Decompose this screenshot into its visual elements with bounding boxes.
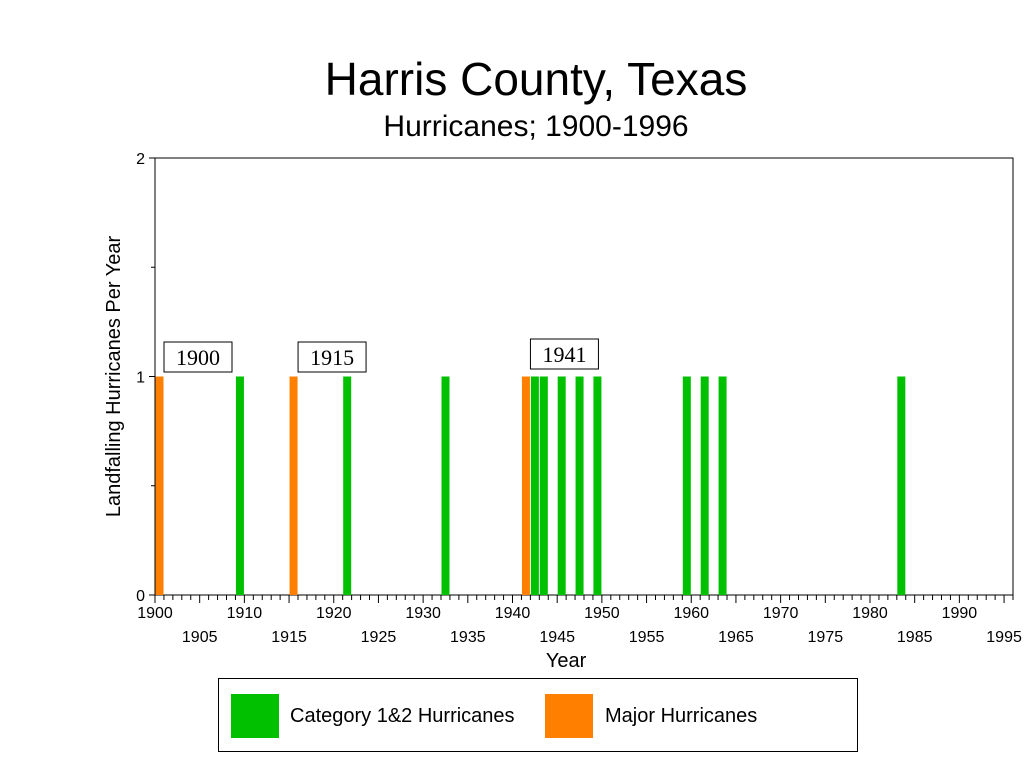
bar-category-1-2 xyxy=(593,376,602,595)
legend-swatch-major xyxy=(545,694,593,738)
annotation-label: 1941 xyxy=(542,342,586,367)
chart-plot: 0 1 2 1900 1910 1920 1930 1940 1950 1960 1970 1980 1… xyxy=(103,151,1022,672)
bar-category-1-2 xyxy=(897,376,906,595)
bar-category-1-2 xyxy=(441,376,450,595)
x-tick-label: 1965 xyxy=(718,629,754,646)
x-axis-title: Year xyxy=(546,650,587,672)
bar-major xyxy=(521,376,530,595)
x-tick-label: 1940 xyxy=(495,605,531,622)
bar-category-1-2 xyxy=(700,376,709,595)
bar-category-1-2 xyxy=(539,376,548,595)
x-tick-label: 1980 xyxy=(852,605,888,622)
x-tick-label: 1955 xyxy=(629,629,665,646)
x-tick-label: 1930 xyxy=(405,605,441,622)
x-tick-label: 1925 xyxy=(361,629,397,646)
chart-title: Harris County, Texas xyxy=(324,53,748,105)
x-tick-label: 1915 xyxy=(271,629,307,646)
y-tick-label: 2 xyxy=(136,151,145,168)
bar-category-1-2 xyxy=(530,376,539,595)
legend-label-category-1-2: Category 1&2 Hurricanes xyxy=(290,705,515,727)
legend-swatch-category-1-2 xyxy=(231,694,279,738)
bar-major xyxy=(155,376,164,595)
y-tick-label: 0 xyxy=(136,588,145,605)
plot-frame xyxy=(154,157,1014,596)
bar-category-1-2 xyxy=(718,376,727,595)
annotation-box xyxy=(297,341,367,373)
annotation-box xyxy=(163,341,233,373)
annotation-box xyxy=(529,338,599,370)
y-axis-title: Landfalling Hurricanes Per Year xyxy=(103,236,125,518)
y-tick-label: 1 xyxy=(136,370,145,387)
x-tick-label: 1910 xyxy=(227,605,263,622)
bar-category-1-2 xyxy=(235,376,244,595)
legend: Category 1&2 Hurricanes Major Hurricanes xyxy=(218,678,858,752)
x-tick-label: 1990 xyxy=(942,605,978,622)
x-tick-label: 1935 xyxy=(450,629,486,646)
x-tick-label: 1970 xyxy=(763,605,799,622)
annotation-label: 1900 xyxy=(176,345,220,370)
bar-category-1-2 xyxy=(575,376,584,595)
x-tick-label: 1960 xyxy=(673,605,709,622)
x-tick-label: 1905 xyxy=(182,629,218,646)
x-tick-label: 1920 xyxy=(316,605,352,622)
bar-category-1-2 xyxy=(682,376,691,595)
x-tick-label: 1995 xyxy=(986,629,1022,646)
bar-major xyxy=(289,376,298,595)
legend-label-major: Major Hurricanes xyxy=(605,705,758,727)
chart-subtitle: Hurricanes; 1900-1996 xyxy=(383,110,689,143)
x-tick-label: 1945 xyxy=(539,629,575,646)
x-tick-label: 1900 xyxy=(137,605,173,622)
annotation-label: 1915 xyxy=(310,345,354,370)
bar-category-1-2 xyxy=(557,376,566,595)
x-tick-label: 1985 xyxy=(897,629,933,646)
x-tick-label: 1950 xyxy=(584,605,620,622)
x-tick-label: 1975 xyxy=(808,629,844,646)
bar-category-1-2 xyxy=(343,376,352,595)
